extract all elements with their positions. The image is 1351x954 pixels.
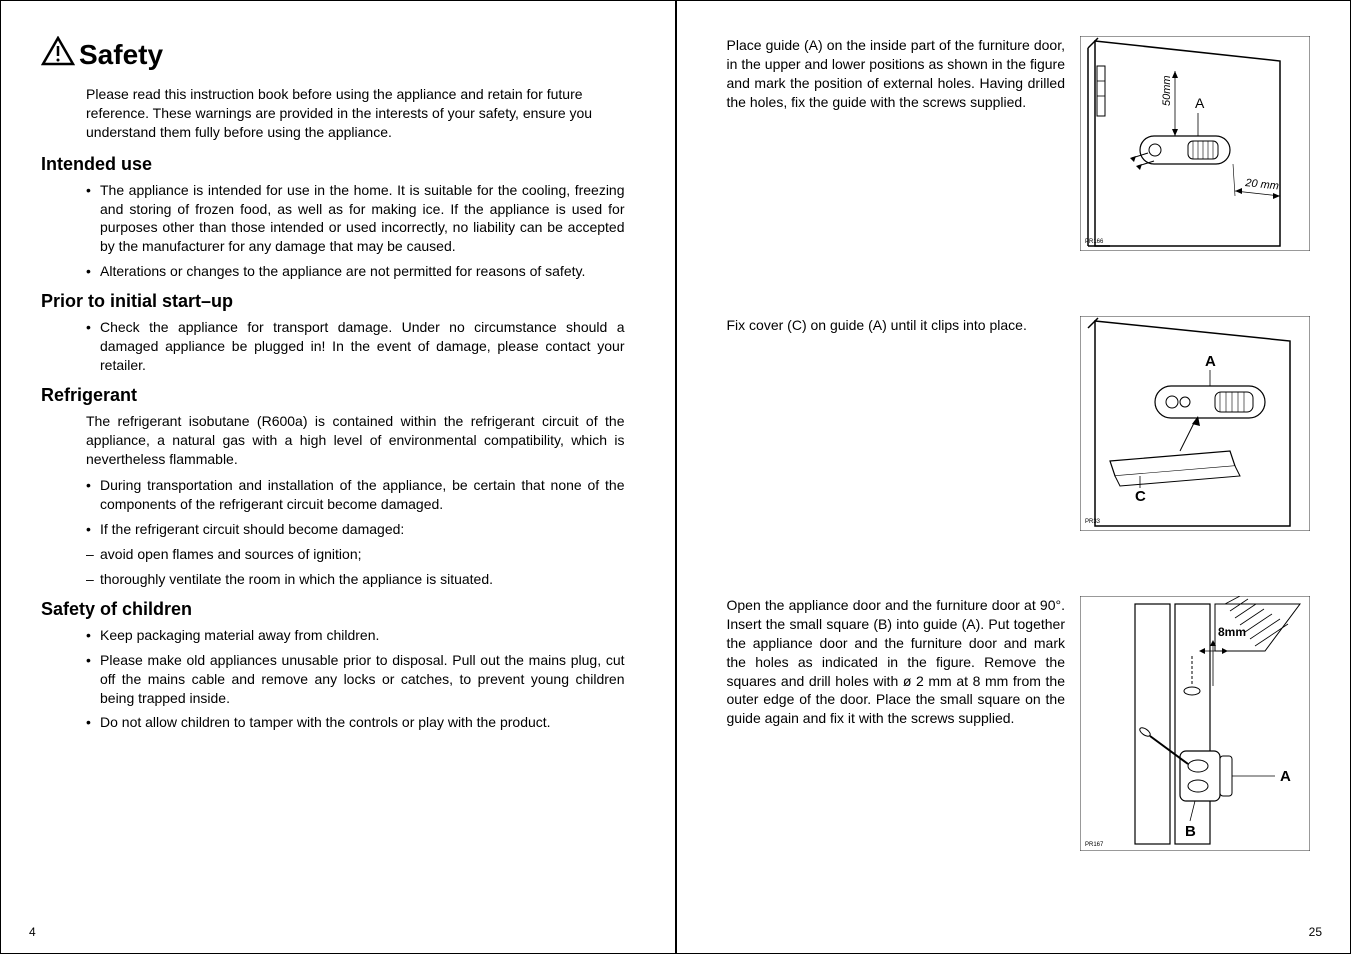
page-right: Place guide (A) on the inside part of th… [676, 0, 1351, 954]
warning-icon [41, 36, 75, 73]
refrigerant-body: The refrigerant isobutane (R600a) is con… [86, 412, 625, 469]
refrigerant-dash-list: avoid open flames and sources of ignitio… [86, 545, 625, 589]
page-number-left: 4 [29, 925, 36, 939]
safety-title-text: Safety [79, 39, 163, 71]
step-1-figure: 50mm A 20 mm PR166 [1080, 36, 1310, 256]
list-item: Please make old appliances unusable prio… [86, 651, 625, 708]
label-c: C [1135, 488, 1146, 505]
step-1-row: Place guide (A) on the inside part of th… [727, 36, 1311, 256]
label-b: B [1185, 823, 1196, 840]
safety-heading: Safety [41, 36, 625, 73]
safety-intro: Please read this instruction book before… [86, 85, 625, 142]
label-a-2: A [1205, 353, 1216, 370]
refrigerant-heading: Refrigerant [41, 385, 625, 406]
list-item: The appliance is intended for use in the… [86, 181, 625, 257]
step-3-row: Open the appliance door and the furnitur… [727, 596, 1311, 856]
step-2-text: Fix cover (C) on guide (A) until it clip… [727, 316, 1081, 335]
dim-8mm: 8mm [1218, 625, 1246, 639]
intended-use-heading: Intended use [41, 154, 625, 175]
list-item: thoroughly ventilate the room in which t… [86, 570, 625, 589]
list-item: During transportation and installation o… [86, 476, 625, 514]
prior-startup-list: Check the appliance for transport damage… [86, 318, 625, 375]
page-left: Safety Please read this instruction book… [0, 0, 676, 954]
fig-ref-3: PR167 [1085, 842, 1104, 848]
step-2-row: Fix cover (C) on guide (A) until it clip… [727, 316, 1311, 536]
safety-children-list: Keep packaging material away from childr… [86, 626, 625, 732]
dim-20mm: 20 mm [1244, 177, 1280, 193]
fig-ref-2: PR33 [1085, 519, 1101, 525]
label-a: A [1195, 95, 1205, 111]
list-item: avoid open flames and sources of ignitio… [86, 545, 625, 564]
list-item: Check the appliance for transport damage… [86, 318, 625, 375]
list-item: Keep packaging material away from childr… [86, 626, 625, 645]
list-item: If the refrigerant circuit should become… [86, 520, 625, 539]
step-3-text: Open the appliance door and the furnitur… [727, 596, 1081, 728]
step-2-figure: A C PR33 [1080, 316, 1310, 536]
prior-startup-heading: Prior to initial start–up [41, 291, 625, 312]
list-item: Alterations or changes to the appliance … [86, 262, 625, 281]
intended-use-list: The appliance is intended for use in the… [86, 181, 625, 281]
safety-children-heading: Safety of children [41, 599, 625, 620]
step-1-text: Place guide (A) on the inside part of th… [727, 36, 1081, 112]
list-item: Do not allow children to tamper with the… [86, 713, 625, 732]
fig-ref-1: PR166 [1085, 239, 1104, 245]
step-3-figure: 8mm B A [1080, 596, 1310, 856]
refrigerant-list: During transportation and installation o… [86, 476, 625, 539]
page-number-right: 25 [1309, 925, 1322, 939]
safety-content: Please read this instruction book before… [41, 85, 625, 732]
dim-50mm: 50mm [1161, 75, 1173, 106]
label-a-3: A [1280, 768, 1291, 785]
